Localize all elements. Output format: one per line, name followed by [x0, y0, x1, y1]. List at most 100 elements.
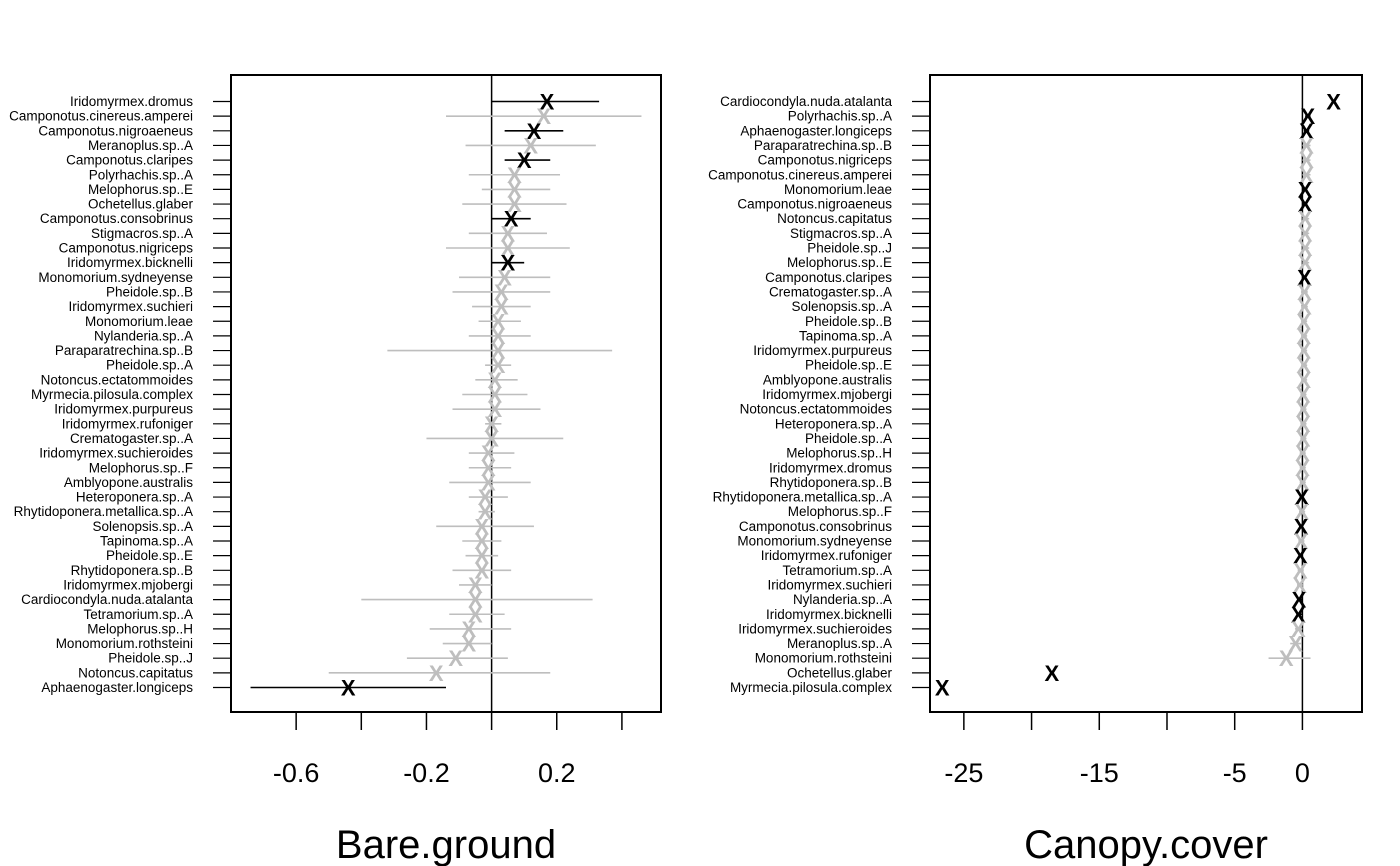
species-label: Camponotus.nigroaeneus	[737, 197, 892, 212]
plot-frame	[230, 74, 662, 713]
estimate-marker: X	[1288, 632, 1303, 657]
species-label: Crematogaster.sp..A	[70, 431, 193, 446]
estimate-marker: X	[507, 177, 522, 202]
estimate-marker: X	[1299, 148, 1314, 173]
estimate-marker: X	[488, 383, 503, 408]
estimate-marker: X	[1293, 544, 1308, 569]
species-label: Notoncus.ectatommoides	[41, 372, 194, 387]
species-label: Iridomyrmex.suchieri	[68, 299, 193, 314]
species-label: Stigmacros.sp..A	[790, 226, 892, 241]
species-label: Monomorium.rothsteini	[56, 636, 193, 651]
species-label: Pheidole.sp..E	[106, 548, 193, 563]
estimate-marker: X	[501, 236, 516, 261]
estimate-marker: X	[1296, 339, 1311, 364]
species-label: Amblyopone.australis	[763, 372, 892, 387]
species-label: Camponotus.consobrinus	[739, 519, 892, 534]
x-tick-label: -15	[1080, 758, 1119, 788]
species-label: Paraparatrechina.sp..B	[754, 138, 892, 153]
estimate-marker: X	[1298, 221, 1313, 246]
species-label: Pheidole.sp..A	[106, 358, 193, 373]
species-label: Polyrhachis.sp..A	[89, 167, 193, 182]
estimate-marker: X	[488, 368, 503, 393]
species-label: Pheidole.sp..E	[805, 358, 892, 373]
species-label: Iridomyrmex.bicknelli	[67, 255, 193, 270]
species-label: Rhytidoponera.metallica.sp..A	[14, 504, 193, 519]
species-label: Camponotus.cinereus.amperei	[9, 109, 193, 124]
species-label: Iridomyrmex.bicknelli	[766, 607, 892, 622]
estimate-marker: X	[1296, 324, 1311, 349]
species-label: Camponotus.cinereus.amperei	[708, 167, 892, 182]
estimate-marker: X	[1298, 177, 1313, 202]
estimate-marker: X	[935, 676, 950, 701]
estimate-marker: X	[461, 617, 476, 642]
bare-ground-panel: -0.6 -0.2 0.2 Bare.ground Iridomyrmex.dromus…	[9, 74, 662, 866]
estimate-marker: X	[507, 192, 522, 217]
estimate-marker: X	[481, 456, 496, 481]
estimate-marker: X	[474, 558, 489, 583]
estimate-marker: X	[1298, 251, 1313, 276]
estimate-marker: X	[1326, 90, 1341, 115]
estimate-marker: X	[1295, 470, 1310, 495]
species-label: Melophorus.sp..F	[89, 460, 193, 475]
species-label: Iridomyrmex.suchieroides	[39, 446, 193, 461]
estimate-marker: X	[523, 133, 538, 158]
species-label: Pheidole.sp..J	[108, 651, 193, 666]
species-label: Pheidole.sp..A	[805, 431, 892, 446]
estimate-marker: X	[1292, 573, 1307, 598]
estimate-marker: X	[1296, 383, 1311, 408]
species-label: Nylanderia.sp..A	[94, 328, 193, 343]
estimate-marker: X	[1299, 119, 1314, 144]
estimate-marker: X	[1296, 353, 1311, 378]
x-tick-label: 0.2	[538, 758, 576, 788]
species-label: Myrmecia.pilosula.complex	[31, 387, 193, 402]
species-label: Iridomyrmex.purpureus	[54, 402, 193, 417]
species-label: Melophorus.sp..H	[87, 621, 193, 636]
species-label: Tetramorium.sp..A	[782, 563, 892, 578]
estimate-marker: X	[1045, 661, 1060, 686]
estimate-marker: X	[468, 602, 483, 627]
species-label: Tapinoma.sp..A	[799, 328, 892, 343]
estimate-marker: X	[497, 265, 512, 290]
estimate-marker: X	[1296, 426, 1311, 451]
species-label: Iridomyrmex.mjobergi	[63, 577, 193, 592]
species-label: Meranoplus.sp..A	[787, 636, 892, 651]
species-label: Solenopsis.sp..A	[92, 519, 193, 534]
species-label: Aphaenogaster.longiceps	[740, 123, 892, 138]
species-label: Rhytidoponera.sp..B	[770, 475, 892, 490]
species-label: Pheidole.sp..B	[106, 284, 193, 299]
species-label: Meranoplus.sp..A	[88, 138, 193, 153]
species-label: Aphaenogaster.longiceps	[41, 680, 193, 695]
estimate-marker: X	[501, 221, 516, 246]
estimate-marker: X	[1294, 500, 1309, 525]
estimate-marker: X	[448, 646, 463, 671]
estimate-marker: X	[1296, 368, 1311, 393]
estimate-marker: X	[341, 676, 356, 701]
species-label: Iridomyrmex.purpureus	[753, 343, 892, 358]
species-label: Amblyopone.australis	[64, 475, 193, 490]
species-label: Myrmecia.pilosula.complex	[730, 680, 892, 695]
estimate-marker: X	[1297, 265, 1312, 290]
estimate-marker: X	[491, 309, 506, 334]
estimate-marker: X	[461, 632, 476, 657]
estimate-marker: X	[1291, 617, 1306, 642]
species-label: Tetramorium.sp..A	[83, 607, 193, 622]
plot-frame	[929, 74, 1363, 713]
estimate-marker: X	[429, 661, 444, 686]
estimate-marker: X	[504, 207, 519, 232]
estimate-marker: X	[1294, 514, 1309, 539]
estimate-marker: X	[1298, 207, 1313, 232]
species-label: Iridomyrmex.dromus	[70, 94, 193, 109]
estimate-marker: X	[1298, 192, 1313, 217]
species-label: Melophorus.sp..H	[786, 446, 892, 461]
estimate-marker: X	[1296, 309, 1311, 334]
estimate-marker: X	[1295, 456, 1310, 481]
estimate-marker: X	[1297, 280, 1312, 305]
species-label: Cardiocondyla.nuda.atalanta	[21, 592, 193, 607]
estimate-marker: X	[1299, 133, 1314, 158]
estimate-marker: X	[1294, 485, 1309, 510]
estimate-marker: X	[1291, 602, 1306, 627]
x-tick-label: 0	[1295, 758, 1310, 788]
estimate-marker: X	[517, 148, 532, 173]
estimate-marker: X	[1296, 412, 1311, 437]
species-label: Notoncus.capitatus	[777, 211, 892, 226]
